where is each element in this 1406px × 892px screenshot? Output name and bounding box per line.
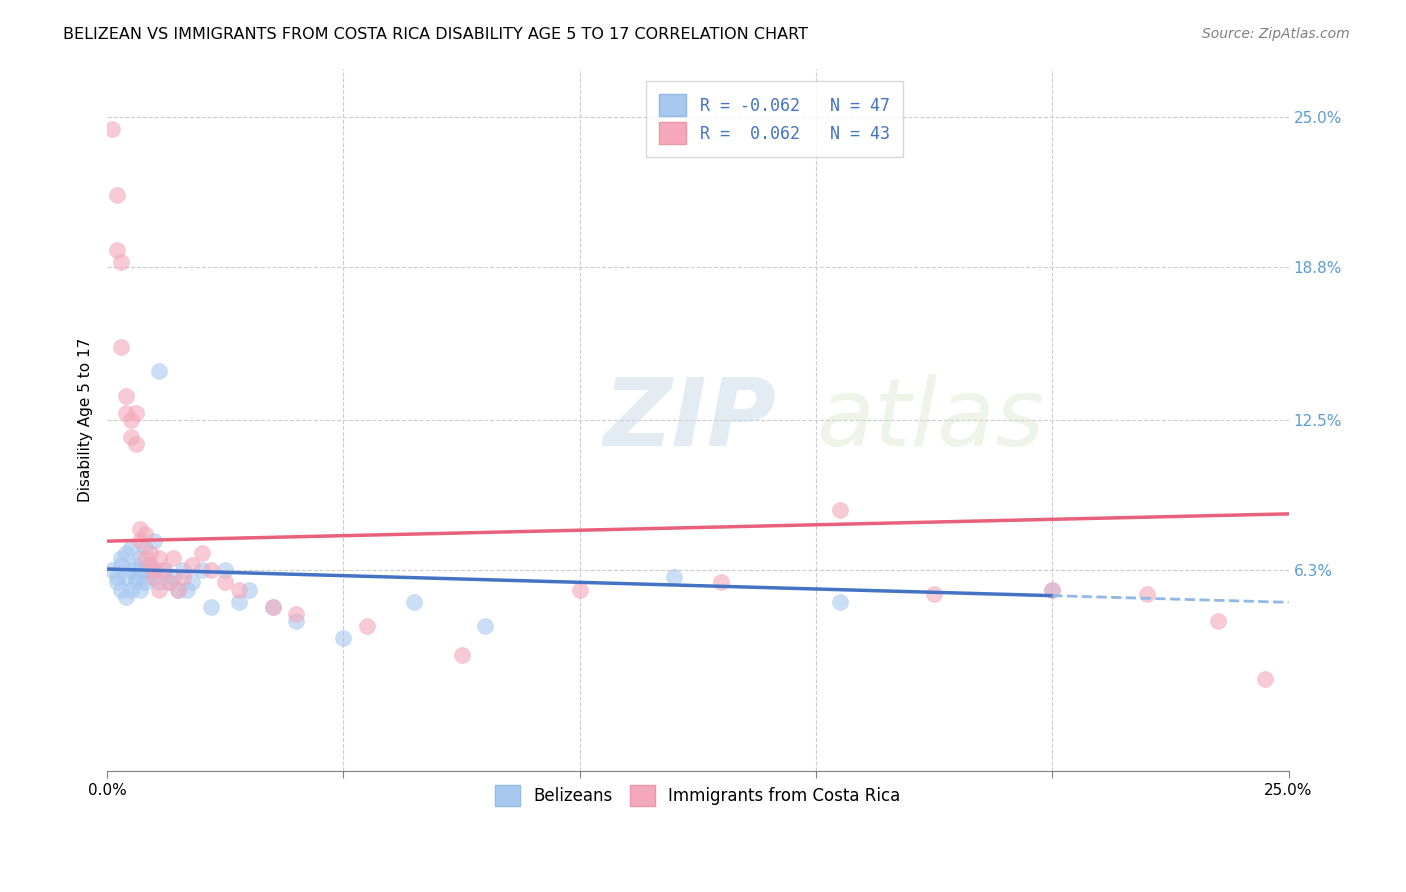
- Point: [200, 599, 222, 614]
- Point: [153, 563, 176, 577]
- Point: [120, 413, 142, 427]
- Point: [474, 619, 496, 633]
- Point: [110, 551, 132, 566]
- Point: [664, 570, 686, 584]
- Point: [138, 558, 160, 573]
- Point: [110, 558, 132, 573]
- Point: [110, 582, 132, 597]
- Point: [1040, 582, 1063, 597]
- Point: [124, 437, 146, 451]
- Point: [214, 575, 236, 590]
- Point: [143, 563, 166, 577]
- Point: [450, 648, 472, 662]
- Point: [134, 541, 156, 556]
- Point: [129, 534, 152, 549]
- Point: [124, 570, 146, 584]
- Point: [138, 570, 160, 584]
- Point: [285, 614, 308, 628]
- Point: [124, 406, 146, 420]
- Point: [190, 546, 212, 560]
- Point: [404, 595, 426, 609]
- Text: ZIP: ZIP: [603, 374, 776, 466]
- Point: [181, 575, 204, 590]
- Point: [105, 575, 128, 590]
- Text: BELIZEAN VS IMMIGRANTS FROM COSTA RICA DISABILITY AGE 5 TO 17 CORRELATION CHART: BELIZEAN VS IMMIGRANTS FROM COSTA RICA D…: [63, 27, 808, 42]
- Point: [157, 575, 180, 590]
- Point: [356, 619, 378, 633]
- Point: [262, 599, 284, 614]
- Point: [105, 187, 128, 202]
- Point: [120, 541, 142, 556]
- Point: [214, 563, 236, 577]
- Point: [124, 575, 146, 590]
- Point: [148, 575, 170, 590]
- Point: [922, 587, 945, 601]
- Point: [105, 244, 128, 258]
- Point: [134, 563, 156, 577]
- Point: [110, 340, 132, 354]
- Point: [828, 502, 851, 516]
- Point: [115, 590, 138, 604]
- Point: [129, 582, 152, 597]
- Point: [162, 570, 184, 584]
- Point: [228, 595, 250, 609]
- Point: [115, 570, 138, 584]
- Point: [120, 582, 142, 597]
- Point: [105, 570, 128, 584]
- Point: [120, 563, 142, 577]
- Point: [162, 551, 184, 566]
- Point: [110, 255, 132, 269]
- Point: [101, 122, 124, 136]
- Point: [167, 582, 190, 597]
- Point: [134, 575, 156, 590]
- Point: [115, 406, 138, 420]
- Point: [262, 599, 284, 614]
- Point: [1254, 673, 1277, 687]
- Point: [1040, 582, 1063, 597]
- Point: [124, 558, 146, 573]
- Point: [710, 575, 733, 590]
- Point: [172, 570, 194, 584]
- Point: [1206, 614, 1229, 628]
- Point: [143, 534, 166, 549]
- Point: [167, 582, 190, 597]
- Point: [332, 631, 354, 645]
- Point: [115, 546, 138, 560]
- Point: [129, 563, 152, 577]
- Text: Source: ZipAtlas.com: Source: ZipAtlas.com: [1202, 27, 1350, 41]
- Point: [148, 364, 170, 378]
- Legend: Belizeans, Immigrants from Costa Rica: Belizeans, Immigrants from Costa Rica: [485, 775, 910, 816]
- Point: [101, 563, 124, 577]
- Point: [228, 582, 250, 597]
- Point: [828, 595, 851, 609]
- Point: [129, 522, 152, 536]
- Point: [143, 570, 166, 584]
- Point: [120, 430, 142, 444]
- Point: [200, 563, 222, 577]
- Point: [148, 582, 170, 597]
- Point: [134, 527, 156, 541]
- Point: [134, 551, 156, 566]
- Point: [285, 607, 308, 621]
- Text: atlas: atlas: [815, 375, 1045, 466]
- Y-axis label: Disability Age 5 to 17: Disability Age 5 to 17: [79, 338, 93, 502]
- Point: [148, 551, 170, 566]
- Point: [157, 575, 180, 590]
- Point: [172, 563, 194, 577]
- Point: [129, 551, 152, 566]
- Point: [238, 582, 260, 597]
- Point: [1136, 587, 1159, 601]
- Point: [153, 563, 176, 577]
- Point: [138, 558, 160, 573]
- Point: [143, 563, 166, 577]
- Point: [176, 582, 198, 597]
- Point: [568, 582, 591, 597]
- Point: [138, 546, 160, 560]
- Point: [115, 389, 138, 403]
- Point: [181, 558, 204, 573]
- Point: [190, 563, 212, 577]
